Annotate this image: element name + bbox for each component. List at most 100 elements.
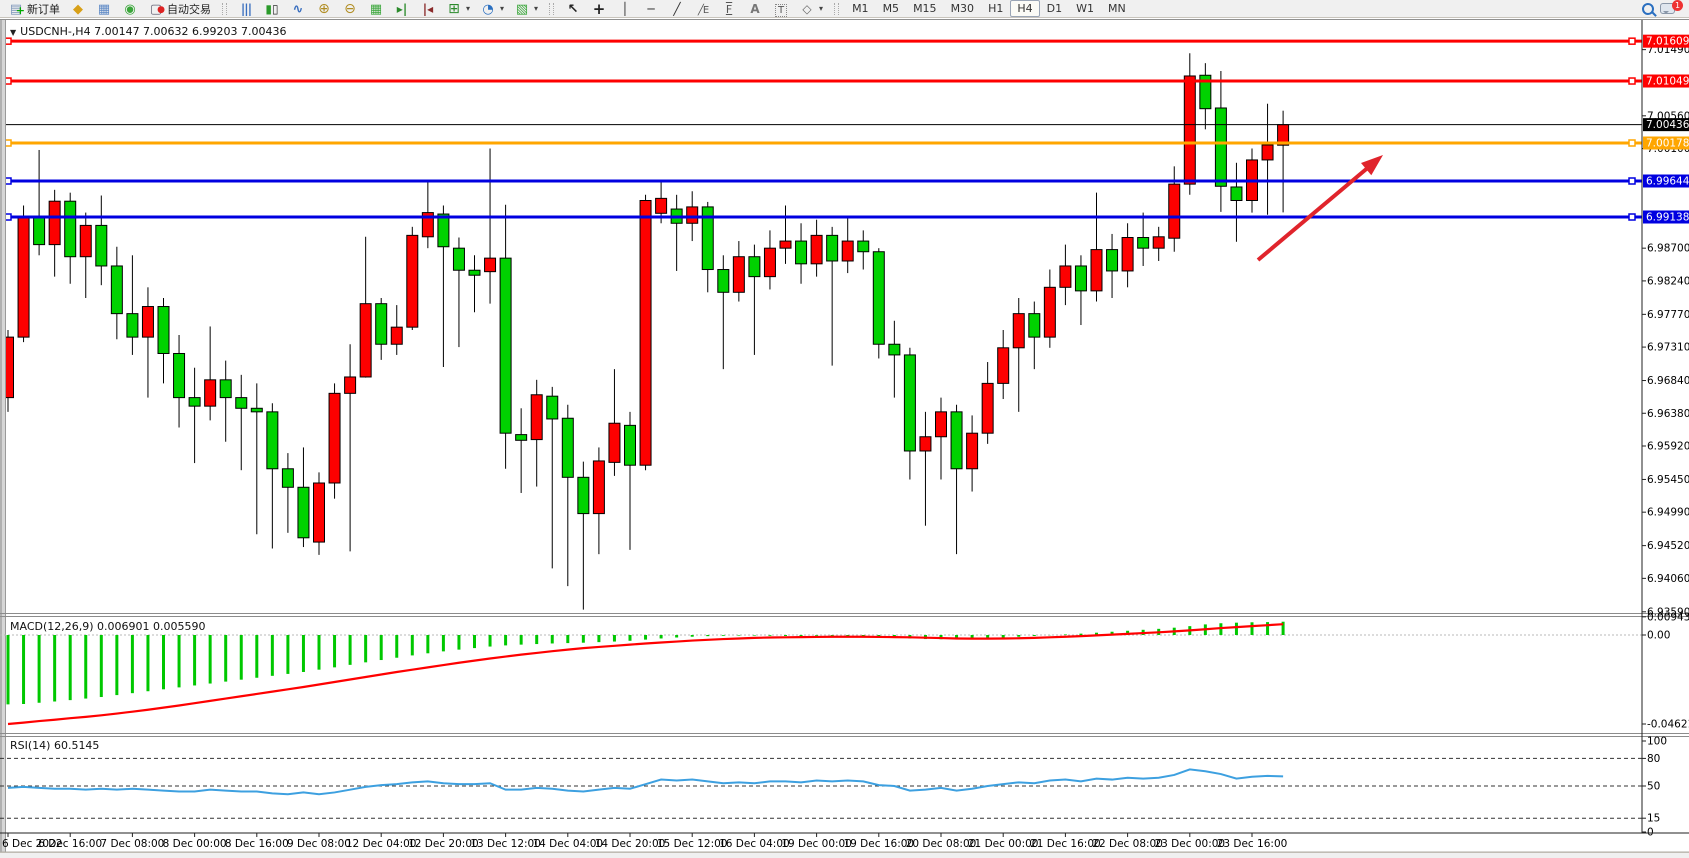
svg-text:7.00436: 7.00436 (1646, 119, 1689, 131)
horizontal-line-icon (643, 1, 659, 17)
notification-badge: 1 (1672, 0, 1683, 11)
candlestick-chart-button[interactable] (259, 0, 285, 19)
timeframe-d1[interactable]: D1 (1046, 2, 1063, 15)
svg-text:9 Dec 08:00: 9 Dec 08:00 (287, 838, 351, 850)
bar-chart-button[interactable] (233, 0, 259, 19)
main-toolbar: 新订单 自动交易 ▾ ▾ ▾ (0, 0, 1689, 19)
zoom-in-button[interactable] (311, 0, 337, 19)
timeframe-toolbar: M1 M5 M15 M30 H1 H4 D1 W1 MN (842, 0, 1136, 18)
tile-windows-button[interactable] (363, 0, 389, 19)
svg-text:14 Dec 04:00: 14 Dec 04:00 (532, 838, 603, 850)
symbol-ohlc-label: USDCNH-,H4 7.00147 7.00632 6.99203 7.004… (20, 25, 287, 38)
svg-text:6.97310: 6.97310 (1647, 342, 1689, 354)
indicators-icon (446, 1, 462, 17)
timeframe-h1[interactable]: H1 (988, 2, 1004, 15)
chart-title: ▼ USDCNH-,H4 7.00147 7.00632 6.99203 7.00… (10, 25, 287, 38)
cursor-icon (565, 1, 581, 17)
line-chart-button[interactable] (285, 0, 311, 19)
svg-text:6.94060: 6.94060 (1647, 573, 1689, 585)
svg-text:6.93590: 6.93590 (1647, 606, 1689, 618)
macd-label: MACD(12,26,9) 0.006901 0.005590 (10, 620, 206, 633)
chart-shift-button[interactable] (389, 0, 415, 19)
templates-button[interactable]: ▾ (509, 0, 543, 19)
trend-arrow-annotation[interactable] (1256, 155, 1383, 262)
svg-text:6.95920: 6.95920 (1647, 440, 1689, 452)
svg-text:6.95450: 6.95450 (1647, 474, 1689, 486)
crosshair-button[interactable] (586, 0, 612, 19)
svg-text:7 Dec 08:00: 7 Dec 08:00 (100, 838, 164, 850)
new-order-label: 新订单 (27, 2, 60, 16)
chat-icon[interactable]: 1 (1660, 0, 1683, 14)
toolbar-grip[interactable] (834, 2, 840, 15)
toolbar-grip[interactable] (222, 2, 227, 15)
autotrading-button[interactable]: 自动交易 (143, 0, 216, 19)
svg-text:7.01049: 7.01049 (1646, 76, 1689, 88)
bar-chart-icon (238, 1, 254, 17)
svg-text:6.99138: 6.99138 (1646, 212, 1689, 224)
svg-text:6.97770: 6.97770 (1647, 309, 1689, 321)
svg-text:12 Dec 20:00: 12 Dec 20:00 (408, 838, 479, 850)
crosshair-icon (591, 1, 607, 17)
svg-text:8 Dec 16:00: 8 Dec 16:00 (225, 838, 289, 850)
connection-button[interactable] (117, 0, 143, 19)
auto-scroll-icon (420, 1, 436, 17)
text-label-button[interactable] (768, 0, 794, 19)
timeframe-h4[interactable]: H4 (1010, 0, 1040, 17)
current-price-badge: 7.00436 (1643, 118, 1689, 132)
svg-text:0.00943: 0.00943 (1647, 611, 1689, 623)
svg-text:100: 100 (1647, 736, 1667, 748)
svg-text:16 Dec 04:00: 16 Dec 04:00 (719, 838, 790, 850)
timeframe-w1[interactable]: W1 (1076, 2, 1094, 15)
clock-icon (480, 1, 496, 17)
navigator-icon (96, 1, 112, 17)
autotrading-icon (148, 1, 165, 18)
toolbar-grip[interactable] (549, 2, 555, 15)
svg-text:6 Dec 2022: 6 Dec 2022 (2, 838, 62, 850)
equidistant-channel-button[interactable] (690, 0, 716, 19)
text-tool-button[interactable] (742, 0, 768, 19)
zoom-in-icon (316, 1, 332, 17)
auto-scroll-button[interactable] (415, 0, 441, 19)
svg-text:15 Dec 12:00: 15 Dec 12:00 (657, 838, 728, 850)
svg-text:6.99644: 6.99644 (1646, 175, 1689, 187)
navigator-button[interactable] (91, 0, 117, 19)
hline-6.99644[interactable] (0, 177, 1642, 185)
search-icon[interactable] (1642, 2, 1654, 15)
autotrading-label: 自动交易 (167, 2, 211, 16)
periods-button[interactable]: ▾ (475, 0, 509, 19)
templates-icon (514, 1, 530, 17)
rsi-label: RSI(14) 60.5145 (10, 739, 100, 752)
svg-text:6.98240: 6.98240 (1647, 275, 1689, 287)
trendline-button[interactable] (664, 0, 690, 19)
timeframe-m30[interactable]: M30 (950, 2, 975, 15)
window-menu-icon[interactable]: ▼ (10, 28, 17, 37)
shapes-icon (799, 1, 815, 17)
new-order-button[interactable]: 新订单 (3, 0, 65, 19)
svg-text:-0.046211: -0.046211 (1647, 719, 1689, 731)
shapes-button[interactable]: ▾ (794, 0, 828, 19)
horizontal-line-button[interactable] (638, 0, 664, 19)
text-label-icon (773, 1, 789, 17)
vertical-line-button[interactable] (612, 0, 638, 19)
cursor-button[interactable] (560, 0, 586, 19)
zoom-out-icon (342, 1, 358, 17)
timeframe-mn[interactable]: MN (1107, 2, 1126, 15)
timeframe-m1[interactable]: M1 (852, 2, 869, 15)
timeframe-m15[interactable]: M15 (913, 2, 937, 15)
chart-shift-icon (394, 1, 410, 17)
indicators-button[interactable]: ▾ (441, 0, 475, 19)
svg-text:7.00178: 7.00178 (1646, 138, 1689, 150)
market-watch-button[interactable] (65, 0, 91, 19)
timeframe-m5[interactable]: M5 (882, 2, 900, 15)
svg-text:19 Dec 00:00: 19 Dec 00:00 (781, 838, 852, 850)
zoom-out-button[interactable] (337, 0, 363, 19)
chevron-down-icon: ▾ (500, 4, 505, 13)
svg-text:12 Dec 04:00: 12 Dec 04:00 (346, 838, 417, 850)
line-chart-icon (290, 1, 306, 17)
chart-canvas[interactable]: 7.014907.005607.001006.987006.982406.977… (0, 18, 1689, 858)
svg-text:23 Dec 00:00: 23 Dec 00:00 (1154, 838, 1225, 850)
price-badge-7.00178: 7.00178 (1643, 136, 1689, 150)
fibonacci-button[interactable] (716, 0, 742, 19)
